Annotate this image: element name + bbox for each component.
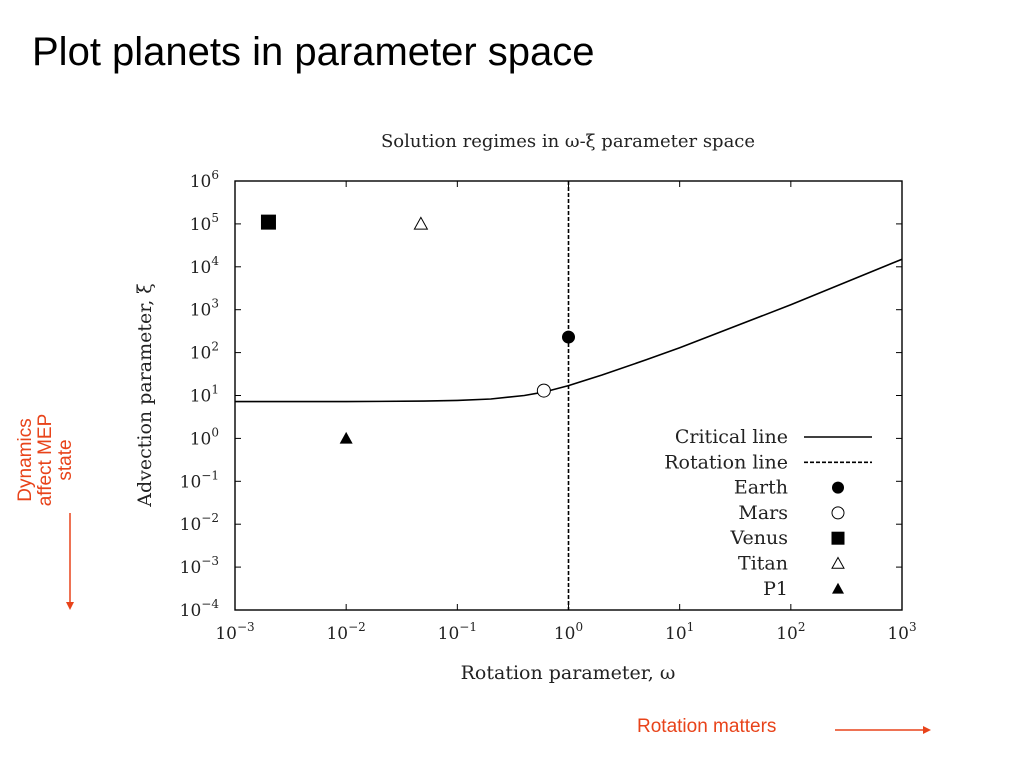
x-tick-label: 10−1 xyxy=(438,620,477,644)
y-tick-label: 10−2 xyxy=(180,511,219,535)
legend: Critical line Rotation line Earth Mars Venus… xyxy=(664,426,872,600)
legend-label: Earth xyxy=(734,477,788,499)
legend-label: P1 xyxy=(763,578,788,600)
y-tick-label: 101 xyxy=(190,383,219,407)
plot-frame xyxy=(234,180,903,611)
legend-symbol xyxy=(831,556,845,569)
legend-label: Rotation line xyxy=(664,451,788,473)
y-tick-label: 10−1 xyxy=(180,468,219,492)
x-tick-label: 102 xyxy=(776,620,805,644)
chart-title: Solution regimes in ω-ξ parameter space xyxy=(381,131,755,152)
legend-label: Venus xyxy=(730,527,788,549)
axis-ticks: 10−3 10−2 10−1 100 101 102 10310−410−310−210−1… xyxy=(180,168,917,644)
data-point-mars xyxy=(536,383,551,398)
curve-layer xyxy=(235,181,903,610)
side-annotation-line: state xyxy=(55,439,76,481)
x-tick-label: 10−3 xyxy=(215,620,254,644)
side-annotation: Dynamics affect MEP state xyxy=(15,330,76,590)
x-axis-label: Rotation parameter, ω xyxy=(461,662,676,684)
data-point-venus xyxy=(260,214,276,230)
x-tick-label: 101 xyxy=(665,620,694,644)
legend-label: Titan xyxy=(738,553,788,575)
down-arrow-icon xyxy=(66,513,74,610)
right-arrow-icon xyxy=(835,726,931,734)
slide-title: Plot planets in parameter space xyxy=(32,30,595,74)
legend-symbol xyxy=(831,506,845,520)
y-tick-label: 105 xyxy=(190,211,219,235)
x-tick-label: 100 xyxy=(554,620,583,644)
data-point-titan xyxy=(413,216,429,230)
y-tick-label: 103 xyxy=(190,297,219,321)
x-tick-label: 103 xyxy=(887,620,916,644)
legend-label: Mars xyxy=(738,502,788,524)
legend-label: Critical line xyxy=(675,426,788,448)
y-tick-label: 102 xyxy=(190,340,219,364)
side-annotation-line: affect MEP xyxy=(35,413,56,507)
bottom-annotation: Rotation matters xyxy=(637,716,777,737)
x-tick-label: 10−2 xyxy=(326,620,365,644)
legend-symbol xyxy=(832,582,844,594)
data-point-p1 xyxy=(339,431,353,444)
y-axis-label: Advection parameter, ξ xyxy=(134,283,156,508)
data-point-earth xyxy=(562,330,575,344)
y-tick-label: 100 xyxy=(190,425,219,449)
data-points xyxy=(260,214,575,444)
y-tick-label: 10−4 xyxy=(180,597,220,621)
legend-symbol xyxy=(832,481,844,494)
y-tick-label: 106 xyxy=(190,168,219,192)
y-tick-label: 104 xyxy=(190,254,220,278)
side-annotation-line: Dynamics xyxy=(15,418,36,502)
y-tick-label: 10−3 xyxy=(180,554,219,578)
legend-symbol xyxy=(831,531,845,545)
